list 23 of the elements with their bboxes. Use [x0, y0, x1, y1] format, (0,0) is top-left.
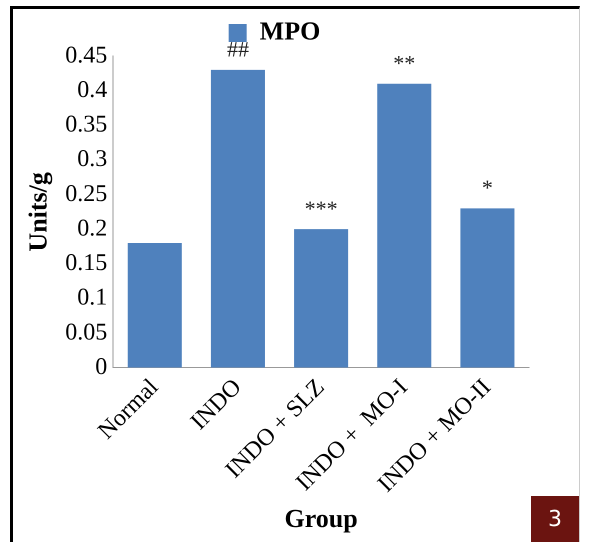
legend-label: MPO [260, 16, 320, 46]
x-axis-title: Group [284, 504, 358, 534]
bar [128, 242, 182, 368]
y-tick-label: 0.4 [77, 76, 108, 103]
text: 3 [531, 496, 579, 542]
bar [377, 84, 432, 368]
annotation: *** [304, 196, 338, 221]
y-tick-label: 0.45 [65, 42, 108, 68]
y-axis-title: Units/g [23, 172, 52, 252]
y-tick-label: 0.2 [77, 215, 108, 242]
y-tick-label: 0.1 [77, 284, 108, 311]
y-tick-label: 0.05 [65, 319, 108, 346]
y-tick-label: 0.35 [65, 112, 108, 138]
annotation: ## [226, 36, 249, 62]
bar [210, 70, 265, 368]
bar [460, 208, 514, 368]
y-tick-label: 0.25 [65, 180, 108, 207]
annotation: ** [393, 50, 416, 76]
y-tick-label: 0.15 [65, 250, 108, 276]
y-tick-label: 0 [95, 354, 108, 380]
bar [294, 229, 348, 368]
y-tick-label: 0.3 [77, 146, 108, 172]
annotation: * [482, 175, 493, 200]
